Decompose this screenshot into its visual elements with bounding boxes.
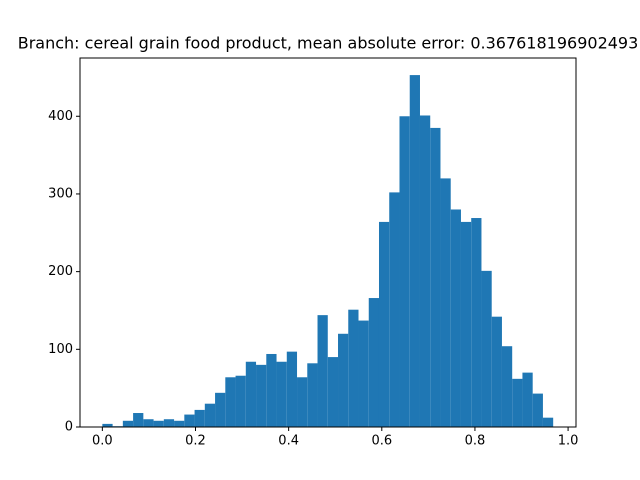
bar [102,423,113,427]
x-tick-label: 0.2 [185,434,206,449]
bar [378,221,390,427]
y-tick-label: 300 [48,186,73,201]
x-tick-label: 0.0 [92,434,113,449]
axes-frame [79,57,577,428]
bar [235,375,246,427]
bar [430,127,441,428]
bar [215,392,226,427]
bar [307,363,318,427]
bar [358,320,369,427]
bar [348,309,359,427]
x-tick-label: 1.0 [558,434,579,449]
y-tick-label: 200 [48,264,73,279]
x-tick-label: 0.6 [371,434,392,449]
bar [512,378,523,427]
bar [276,361,287,427]
bar [122,420,134,427]
bar [399,116,410,428]
y-tick-label: 0 [65,420,73,435]
x-tick-label: 0.8 [465,434,486,449]
chart-title: Branch: cereal grain food product, mean … [18,34,639,53]
bar [501,346,513,427]
bar [266,353,277,427]
bar [460,221,472,427]
bar [143,419,154,427]
bar [450,209,461,427]
bar [522,372,533,427]
bar [286,351,298,427]
bar [491,316,502,427]
bar [368,298,379,427]
bar [419,115,431,427]
bar [317,315,328,427]
y-tick-label: 100 [48,342,73,357]
bar [133,413,144,427]
bar [245,361,257,427]
bar [471,218,482,427]
bar [256,364,267,427]
bar [532,393,543,427]
x-tick-label: 0.4 [278,434,299,449]
bar [297,377,308,427]
bar [225,377,236,427]
bar [204,403,216,427]
bar [338,333,349,427]
bar [542,417,554,427]
bar [440,178,451,427]
bar [163,419,175,427]
bar [194,409,205,427]
bar [389,192,400,427]
bar [174,420,185,427]
y-tick-label: 400 [48,109,73,124]
bar [409,75,420,428]
bar [184,414,195,427]
bar [153,420,164,427]
bar [481,270,492,427]
bar [327,357,339,427]
